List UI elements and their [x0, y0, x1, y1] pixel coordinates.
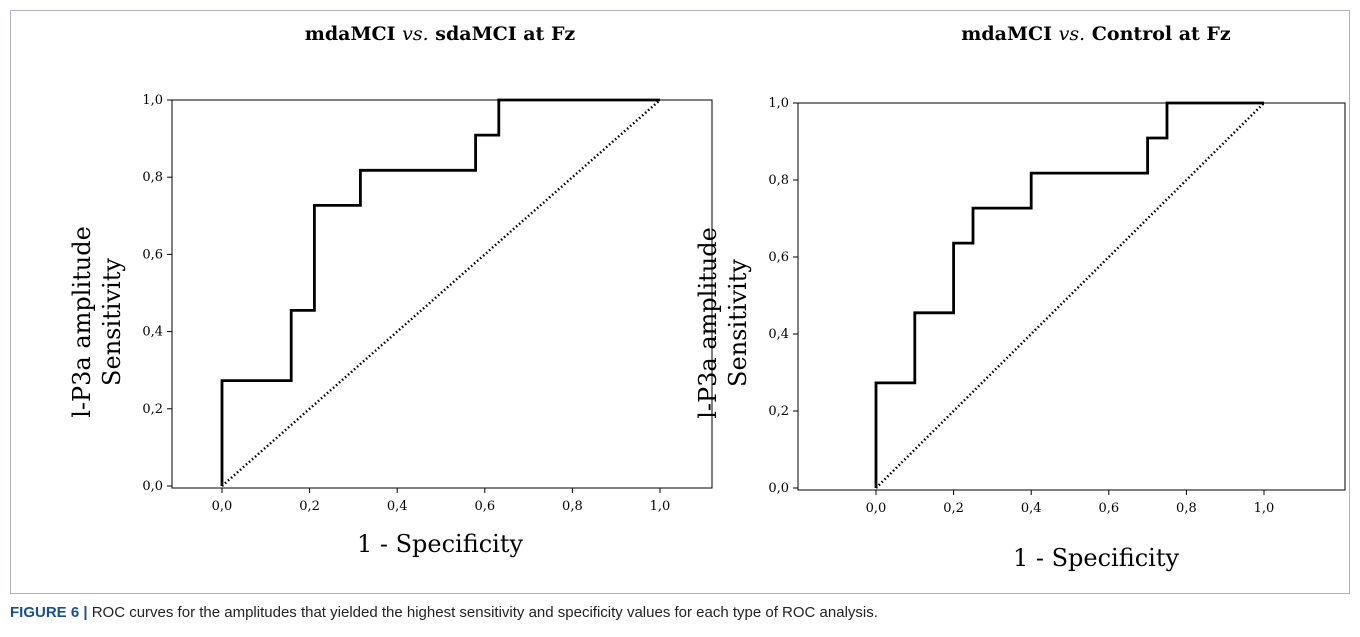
- y-axis-label-line1-right: l-P3a amplitude: [694, 227, 722, 419]
- x-tick-label-left: 0,6: [474, 499, 495, 514]
- roc-curve-line-right: [874, 101, 1264, 488]
- figure-svg: mdaMCI vs. sdaMCI at Fz l-P3a amplitude …: [68, 23, 1346, 572]
- plot-frame-right: [797, 102, 1346, 491]
- y-tick-label-right: 0,4: [768, 327, 789, 342]
- figure-frame: [10, 10, 1350, 594]
- x-tick-label-left: 0,4: [387, 499, 408, 514]
- x-tick-label-right: 0,6: [1098, 501, 1119, 516]
- roc-chart-left: mdaMCI vs. sdaMCI at Fz l-P3a amplitude …: [68, 23, 713, 558]
- y-tick-label-right: 0,8: [768, 173, 789, 188]
- y-tick-label-left: 0,2: [142, 402, 163, 417]
- x-tick-label-left: 0,2: [299, 499, 320, 514]
- y-tick-label-left: 0,6: [142, 247, 163, 262]
- x-tick-label-right: 0,4: [1021, 501, 1042, 516]
- y-tick-label-left: 1,0: [142, 93, 163, 108]
- y-axis-label-line2-left: Sensitivity: [98, 258, 126, 386]
- x-axis-label-right: 1 - Specificity: [1013, 544, 1180, 572]
- y-tick-label-left: 0,0: [142, 479, 163, 494]
- y-tick-label-right: 0,6: [768, 250, 789, 265]
- reference-diagonal-line-right: [875, 102, 1265, 489]
- chart-title-left: mdaMCI vs. sdaMCI at Fz: [305, 23, 576, 45]
- roc-curve-line-left: [220, 98, 660, 486]
- roc-chart-right: mdaMCI vs. Control at Fz l-P3a amplitude…: [694, 23, 1346, 572]
- x-tick-label-left: 1,0: [650, 499, 671, 514]
- figure-caption-text: ROC curves for the amplitudes that yield…: [87, 604, 878, 621]
- x-tick-label-right: 1,0: [1254, 501, 1275, 516]
- y-tick-label-right: 1,0: [768, 96, 789, 111]
- figure-caption-label: FIGURE 6 |: [10, 604, 88, 621]
- y-tick-label-left: 0,4: [142, 325, 163, 340]
- reference-diagonal-line-left: [221, 99, 661, 487]
- x-tick-label-right: 0,8: [1176, 501, 1197, 516]
- x-tick-label-left: 0,0: [212, 499, 233, 514]
- x-tick-label-right: 0,2: [943, 501, 964, 516]
- x-axis-label-left: 1 - Specificity: [357, 530, 524, 558]
- y-tick-label-left: 0,8: [142, 170, 163, 185]
- figure-caption: FIGURE 6 | ROC curves for the amplitudes…: [10, 604, 1350, 621]
- y-axis-label-line2-right: Sensitivity: [724, 259, 752, 387]
- x-tick-label-left: 0,8: [562, 499, 583, 514]
- y-tick-label-right: 0,2: [768, 404, 789, 419]
- y-tick-label-right: 0,0: [768, 481, 789, 496]
- chart-title-right: mdaMCI vs. Control at Fz: [961, 23, 1231, 45]
- x-tick-label-right: 0,0: [866, 501, 887, 516]
- y-axis-label-line1-left: l-P3a amplitude: [68, 226, 96, 418]
- plot-frame-left: [171, 99, 713, 489]
